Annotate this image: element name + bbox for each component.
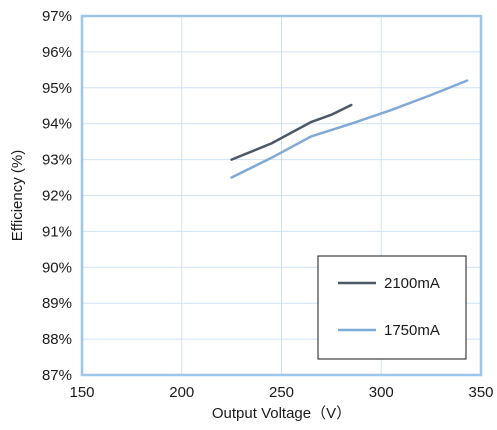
legend-box [317, 255, 467, 360]
legend: 2100mA 1750mA [317, 255, 467, 360]
y-tick-label: 91% [42, 223, 72, 240]
y-tick-label: 90% [42, 259, 72, 276]
y-tick-label: 89% [42, 295, 72, 312]
y-tick-label: 93% [42, 152, 72, 169]
y-tick-label: 95% [42, 80, 72, 97]
x-tick-label: 200 [169, 384, 194, 401]
legend-label: 1750mA [384, 322, 440, 339]
y-tick-label: 92% [42, 188, 72, 205]
x-tick-label: 350 [468, 384, 493, 401]
legend-label: 2100mA [384, 275, 440, 292]
y-axis-title: Efficiency (%) [9, 150, 26, 241]
y-tick-label: 88% [42, 331, 72, 348]
x-axis-tick-labels: 150 200 250 300 350 [69, 384, 493, 401]
y-tick-label: 94% [42, 116, 72, 133]
y-tick-label: 97% [42, 8, 72, 25]
y-tick-label: 96% [42, 44, 72, 61]
plot-area-border [80, 14, 483, 377]
y-tick-label: 87% [42, 367, 72, 384]
x-tick-label: 250 [269, 384, 294, 401]
series-line-2100mA [230, 103, 353, 161]
x-tick-label: 300 [369, 384, 394, 401]
series-lines [230, 79, 469, 179]
x-axis-title: Output Voltage（V） [212, 405, 351, 422]
x-tick-label: 150 [69, 384, 94, 401]
y-axis-tick-labels: 87% 88% 89% 90% 91% 92% 93% 94% 95% 96% 97% [42, 8, 72, 384]
series-line-1750mA [230, 79, 469, 179]
